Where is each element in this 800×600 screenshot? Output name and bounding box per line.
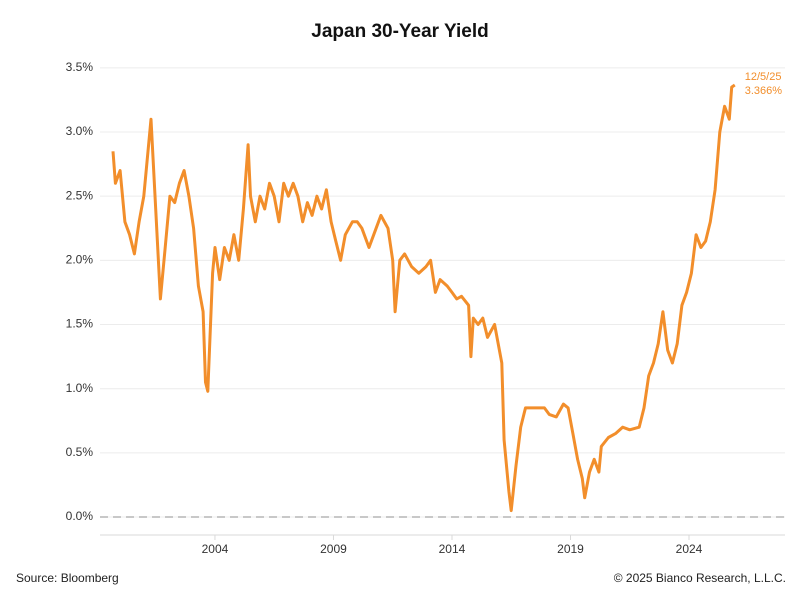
x-tick-label: 2024 xyxy=(676,542,703,556)
x-tick-label: 2009 xyxy=(320,542,347,556)
y-tick-label: 2.0% xyxy=(66,253,94,267)
y-tick-label: 3.5% xyxy=(66,60,94,74)
source: Source: Bloomberg xyxy=(16,571,119,585)
y-tick-label: 0.5% xyxy=(66,445,94,459)
y-tick-label: 2.5% xyxy=(66,188,94,202)
y-tick-label: 0.0% xyxy=(66,509,94,523)
y-tick-label: 3.0% xyxy=(66,124,94,138)
y-tick-label: 1.5% xyxy=(66,317,94,331)
x-tick-label: 2014 xyxy=(439,542,466,556)
x-tick-label: 2004 xyxy=(202,542,229,556)
line-series xyxy=(111,83,736,513)
end-label-value: 3.366% xyxy=(745,85,783,97)
copyright: © 2025 Bianco Research, L.L.C. xyxy=(614,571,786,585)
x-tick-label: 2019 xyxy=(557,542,584,556)
chart-title: Japan 30-Year Yield xyxy=(311,21,488,42)
y-tick-label: 1.0% xyxy=(66,381,94,395)
end-label-date: 12/5/25 xyxy=(745,71,782,83)
